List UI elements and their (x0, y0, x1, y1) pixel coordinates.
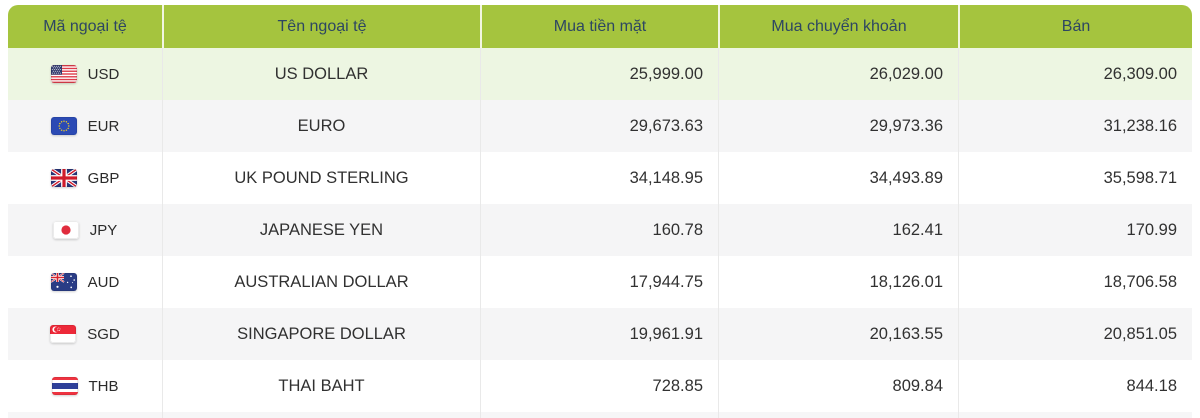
header-sell: Bán (958, 5, 1192, 48)
currency-code: SGD (87, 325, 120, 343)
currency-code: THB (88, 377, 119, 395)
sell-value: 35,598.71 (958, 152, 1192, 204)
us-flag-icon (50, 65, 77, 83)
exchange-rate-table: Mã ngoại tệ Tên ngoại tệ Mua tiền mặt Mu… (8, 5, 1192, 418)
currency-name: UK POUND STERLING (162, 152, 480, 204)
currency-name: JAPANESE YEN (162, 204, 480, 256)
currency-name: AUSTRALIAN DOLLAR (162, 256, 480, 308)
sell-value: 170.99 (958, 204, 1192, 256)
next-row-partial (8, 412, 1192, 418)
header-buy-cash: Mua tiền mặt (480, 5, 718, 48)
table-row: AUD AUSTRALIAN DOLLAR 17,944.75 18,126.0… (8, 256, 1192, 308)
currency-name: US DOLLAR (162, 48, 480, 100)
currency-code: AUD (87, 273, 120, 291)
buy-transfer-value: 29,973.36 (718, 100, 958, 152)
currency-code-cell: THB (8, 360, 162, 412)
sell-value: 844.18 (958, 360, 1192, 412)
currency-code-cell: USD (8, 48, 162, 100)
buy-cash-value: 25,999.00 (480, 48, 718, 100)
buy-transfer-value: 26,029.00 (718, 48, 958, 100)
buy-cash-value: 728.85 (480, 360, 718, 412)
table-row: EUR EURO 29,673.63 29,973.36 31,238.16 (8, 100, 1192, 152)
currency-name: THAI BAHT (162, 360, 480, 412)
buy-transfer-value: 20,163.55 (718, 308, 958, 360)
sg-flag-icon (50, 325, 77, 343)
jp-flag-icon (52, 221, 79, 239)
currency-code-cell: GBP (8, 152, 162, 204)
sell-value: 26,309.00 (958, 48, 1192, 100)
buy-transfer-value: 809.84 (718, 360, 958, 412)
currency-code: JPY (89, 221, 118, 239)
currency-name: EURO (162, 100, 480, 152)
buy-transfer-value: 162.41 (718, 204, 958, 256)
currency-code-cell: JPY (8, 204, 162, 256)
table-row: SGD SINGAPORE DOLLAR 19,961.91 20,163.55… (8, 308, 1192, 360)
buy-cash-value: 34,148.95 (480, 152, 718, 204)
sell-value: 18,706.58 (958, 256, 1192, 308)
buy-cash-value: 29,673.63 (480, 100, 718, 152)
header-currency-name: Tên ngoại tệ (162, 5, 480, 48)
eu-flag-icon (50, 117, 77, 135)
sell-value: 20,851.05 (958, 308, 1192, 360)
table-body: USD US DOLLAR 25,999.00 26,029.00 26,309… (8, 48, 1192, 412)
buy-cash-value: 19,961.91 (480, 308, 718, 360)
buy-transfer-value: 34,493.89 (718, 152, 958, 204)
gb-flag-icon (50, 169, 77, 187)
header-currency-code: Mã ngoại tệ (43, 17, 127, 35)
buy-cash-value: 17,944.75 (480, 256, 718, 308)
au-flag-icon (50, 273, 77, 291)
currency-code: USD (87, 65, 120, 83)
table-row: USD US DOLLAR 25,999.00 26,029.00 26,309… (8, 48, 1192, 100)
currency-name: SINGAPORE DOLLAR (162, 308, 480, 360)
buy-cash-value: 160.78 (480, 204, 718, 256)
th-flag-icon (51, 377, 78, 395)
currency-code-cell: EUR (8, 100, 162, 152)
header-buy-transfer: Mua chuyển khoản (718, 5, 958, 48)
currency-code: EUR (87, 117, 120, 135)
table-row: THB THAI BAHT 728.85 809.84 844.18 (8, 360, 1192, 412)
table-header: Mã ngoại tệ Tên ngoại tệ Mua tiền mặt Mu… (8, 5, 1192, 48)
table-row: JPY JAPANESE YEN 160.78 162.41 170.99 (8, 204, 1192, 256)
currency-code-cell: SGD (8, 308, 162, 360)
sell-value: 31,238.16 (958, 100, 1192, 152)
buy-transfer-value: 18,126.01 (718, 256, 958, 308)
table-row: GBP UK POUND STERLING 34,148.95 34,493.8… (8, 152, 1192, 204)
currency-code: GBP (87, 169, 120, 187)
currency-code-cell: AUD (8, 256, 162, 308)
